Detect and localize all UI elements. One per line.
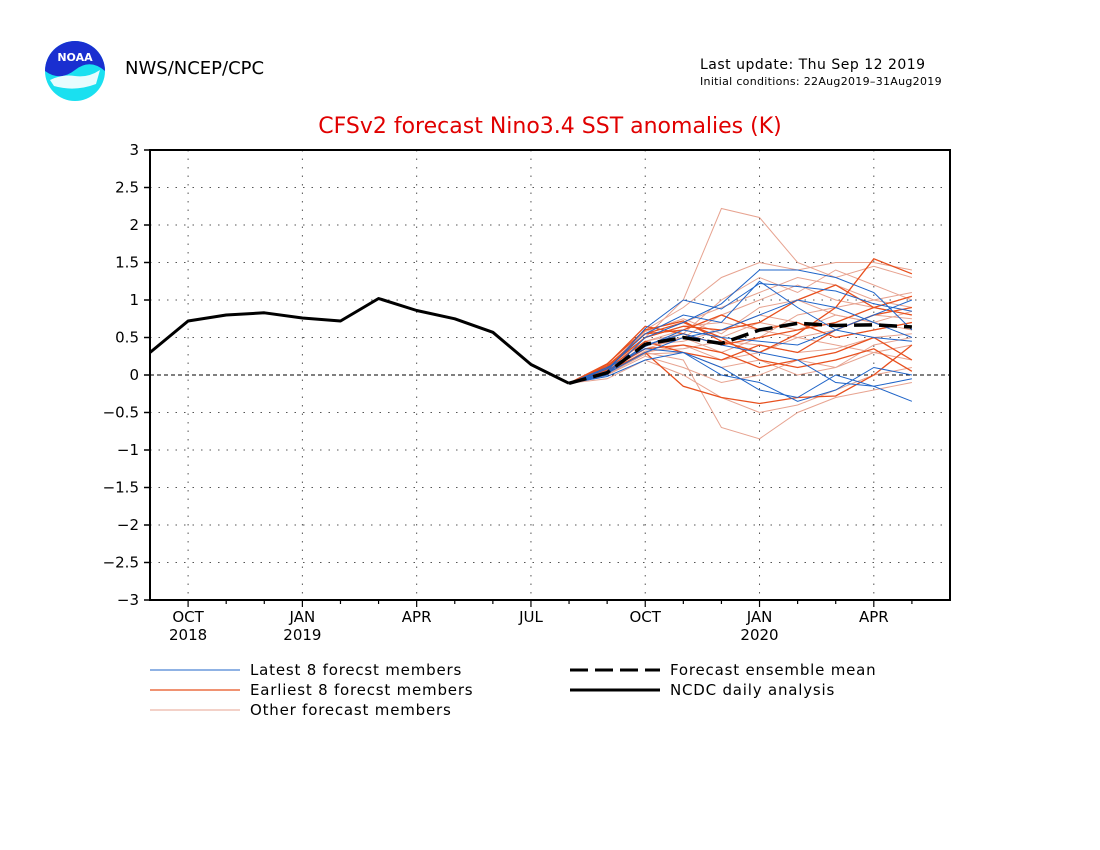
other-member-line (568, 344, 912, 384)
latest-member-line (568, 282, 912, 384)
y-tick-label: −1 (117, 441, 139, 459)
x-tick-label: OCT (630, 608, 662, 626)
x-tick-year: 2020 (740, 626, 778, 644)
noaa-logo: NOAA (45, 41, 105, 101)
axis-layer: 32.521.510.50−0.5−1−1.5−2−2.5−3OCT2018JA… (103, 141, 951, 644)
noaa-logo-text: NOAA (57, 51, 93, 64)
y-tick-label: −1.5 (103, 479, 139, 497)
y-tick-label: −2.5 (103, 554, 139, 572)
x-tick-label: OCT (172, 608, 204, 626)
legend-label-other: Other forecast members (250, 701, 452, 719)
legend-label-earliest: Earliest 8 forecst members (250, 681, 473, 699)
y-tick-label: 2.5 (115, 179, 139, 197)
earliest-member-line (568, 258, 913, 384)
chart-title: CFSv2 forecast Nino3.4 SST anomalies (K) (318, 114, 782, 139)
legend-label-mean: Forecast ensemble mean (670, 661, 876, 679)
mean-layer (149, 297, 913, 385)
latest-member-line (568, 269, 913, 384)
x-tick-label: JAN (289, 608, 316, 626)
ensemble-mean-line (568, 321, 913, 385)
y-tick-label: 3 (129, 141, 139, 159)
plot-frame (149, 149, 951, 601)
analysis-line (149, 297, 570, 385)
legend-layer: Latest 8 forecst members Earliest 8 forec… (150, 661, 876, 719)
initial-conditions: Initial conditions: 22Aug2019–31Aug2019 (700, 75, 942, 88)
x-tick-label: JUL (518, 608, 543, 626)
y-tick-label: 1.5 (115, 254, 139, 272)
latest-member-line (568, 299, 913, 384)
latest-member-line (568, 351, 912, 402)
y-tick-label: −0.5 (103, 404, 139, 422)
member-layer (568, 207, 913, 440)
x-tick-label: APR (402, 608, 432, 626)
last-update: Last update: Thu Sep 12 2019 (700, 57, 926, 73)
x-tick-label: APR (859, 608, 889, 626)
x-tick-year: 2019 (283, 626, 321, 644)
y-tick-label: 2 (129, 216, 139, 234)
other-member-line (568, 359, 912, 414)
earliest-member-line (568, 284, 913, 384)
legend-label-latest: Latest 8 forecst members (250, 661, 462, 679)
org-label: NWS/NCEP/CPC (125, 58, 265, 79)
y-tick-label: 0 (129, 366, 139, 384)
y-tick-label: −3 (117, 591, 139, 609)
y-tick-label: 0.5 (115, 329, 139, 347)
y-tick-label: −2 (117, 516, 139, 534)
y-tick-label: 1 (129, 291, 139, 309)
latest-member-line (568, 280, 913, 384)
earliest-member-line (568, 344, 913, 405)
x-tick-year: 2018 (169, 626, 207, 644)
legend-label-analysis: NCDC daily analysis (670, 681, 835, 699)
x-tick-label: JAN (746, 608, 773, 626)
